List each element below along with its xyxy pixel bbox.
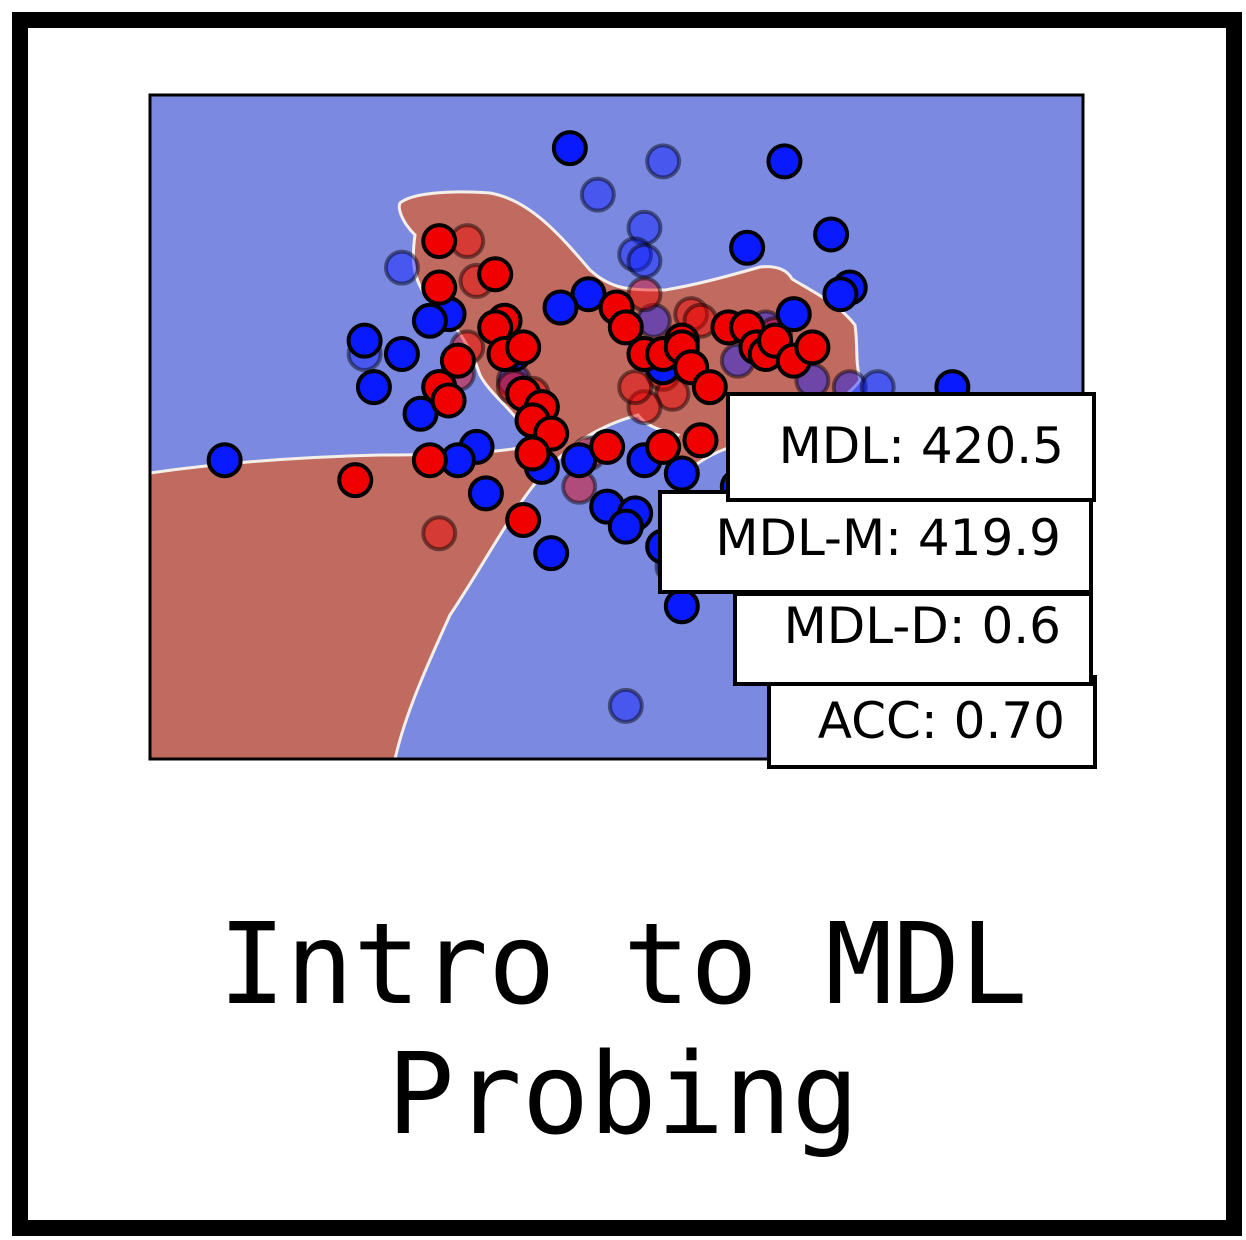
mdl-m-box: MDL-M: 419.9 <box>658 490 1093 594</box>
red-train-point <box>682 422 719 459</box>
blue-train-point <box>766 143 803 180</box>
red-train-point <box>645 428 682 465</box>
caption-line-1: Intro to MDL <box>218 900 1028 1030</box>
mdl-label: MDL: 420.5 <box>778 417 1064 475</box>
scatter-points <box>206 130 971 724</box>
blue-test-point <box>383 249 420 286</box>
blue-train-point <box>411 302 448 339</box>
blue-train-point <box>551 130 588 167</box>
red-train-point <box>477 256 514 293</box>
blue-test-point <box>607 687 644 724</box>
blue-test-point <box>645 143 682 180</box>
red-train-point <box>514 435 551 472</box>
red-train-point <box>607 309 644 346</box>
red-train-point <box>794 329 831 366</box>
mdl-d-label: MDL-D: 0.6 <box>783 597 1061 655</box>
blue-train-point <box>346 322 383 359</box>
blue-test-point <box>626 209 663 246</box>
red-train-point <box>505 329 542 366</box>
red-test-point <box>617 369 654 406</box>
blue-test-point <box>626 243 663 279</box>
red-train-point <box>589 428 626 465</box>
red-train-point <box>430 382 467 419</box>
blue-train-point <box>542 289 579 326</box>
red-test-point <box>626 389 663 426</box>
blue-train-point <box>729 229 766 266</box>
blue-train-point <box>206 442 243 479</box>
red-train-point <box>411 442 448 479</box>
caption-line-2: Probing <box>386 1030 859 1160</box>
mdl-box: MDL: 420.5 <box>726 392 1096 502</box>
decision-boundary-plot: ACC: 0.70 MDL-D: 0.6 MDL-M: 419.9 MDL: 4… <box>148 93 1097 769</box>
blue-test-point <box>579 176 616 213</box>
red-train-point <box>421 223 458 260</box>
blue-train-point <box>663 588 700 625</box>
blue-train-point <box>822 276 859 313</box>
blue-train-point <box>355 369 392 406</box>
mdl-m-label: MDL-M: 419.9 <box>715 509 1061 567</box>
blue-train-point <box>467 475 504 512</box>
blue-train-point <box>607 508 644 545</box>
blue-train-point <box>533 535 570 572</box>
red-train-point <box>505 501 542 538</box>
blue-train-point <box>663 455 700 492</box>
red-train-point <box>337 462 374 499</box>
caption: Intro to MDL Probing <box>0 900 1246 1160</box>
blue-train-point <box>813 216 850 253</box>
red-test-point <box>421 515 458 552</box>
acc-box: ACC: 0.70 <box>767 675 1097 769</box>
blue-train-point <box>775 296 812 333</box>
red-train-point <box>439 342 476 379</box>
blue-train-point <box>383 335 420 372</box>
red-train-point <box>691 369 728 406</box>
blue-test-point <box>617 236 654 273</box>
acc-label: ACC: 0.70 <box>817 692 1065 750</box>
mdl-d-box: MDL-D: 0.6 <box>733 592 1093 686</box>
red-train-point <box>421 269 458 306</box>
